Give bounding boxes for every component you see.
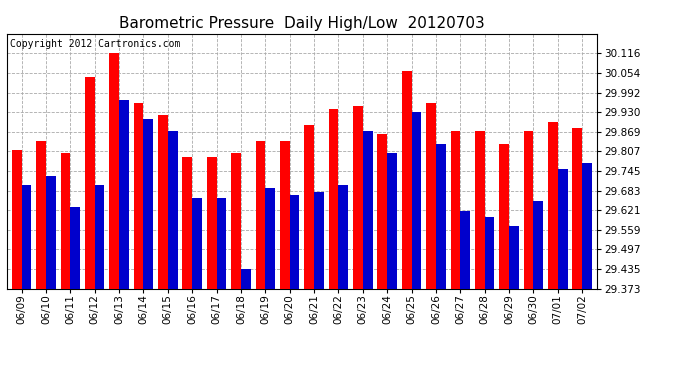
Bar bbox=[582, 163, 592, 289]
Bar bbox=[241, 269, 250, 289]
Bar bbox=[500, 144, 509, 289]
Bar bbox=[280, 141, 290, 289]
Bar bbox=[314, 192, 324, 289]
Bar bbox=[70, 207, 80, 289]
Bar bbox=[217, 198, 226, 289]
Bar bbox=[168, 131, 177, 289]
Bar bbox=[255, 141, 266, 289]
Title: Barometric Pressure  Daily High/Low  20120703: Barometric Pressure Daily High/Low 20120… bbox=[119, 16, 485, 31]
Bar bbox=[548, 122, 558, 289]
Bar bbox=[109, 53, 119, 289]
Bar bbox=[12, 150, 21, 289]
Bar bbox=[338, 185, 348, 289]
Bar bbox=[158, 116, 168, 289]
Bar bbox=[21, 185, 31, 289]
Bar bbox=[207, 157, 217, 289]
Bar bbox=[411, 112, 422, 289]
Bar bbox=[426, 103, 436, 289]
Bar bbox=[304, 125, 314, 289]
Bar bbox=[119, 100, 129, 289]
Bar bbox=[193, 198, 202, 289]
Bar bbox=[436, 144, 446, 289]
Bar bbox=[266, 188, 275, 289]
Bar bbox=[524, 131, 533, 289]
Bar bbox=[36, 141, 46, 289]
Bar bbox=[61, 153, 70, 289]
Bar bbox=[231, 153, 241, 289]
Bar bbox=[363, 131, 373, 289]
Bar bbox=[475, 131, 484, 289]
Bar bbox=[460, 210, 470, 289]
Bar bbox=[573, 128, 582, 289]
Bar bbox=[144, 118, 153, 289]
Bar bbox=[46, 176, 56, 289]
Bar bbox=[451, 131, 460, 289]
Bar bbox=[328, 109, 338, 289]
Bar bbox=[290, 195, 299, 289]
Bar bbox=[377, 135, 387, 289]
Bar bbox=[533, 201, 543, 289]
Bar bbox=[558, 170, 568, 289]
Bar bbox=[85, 78, 95, 289]
Bar bbox=[134, 103, 144, 289]
Bar bbox=[387, 153, 397, 289]
Text: Copyright 2012 Cartronics.com: Copyright 2012 Cartronics.com bbox=[10, 39, 180, 49]
Bar bbox=[95, 185, 104, 289]
Bar bbox=[509, 226, 519, 289]
Bar bbox=[402, 71, 411, 289]
Bar bbox=[484, 217, 495, 289]
Bar bbox=[353, 106, 363, 289]
Bar bbox=[182, 157, 193, 289]
